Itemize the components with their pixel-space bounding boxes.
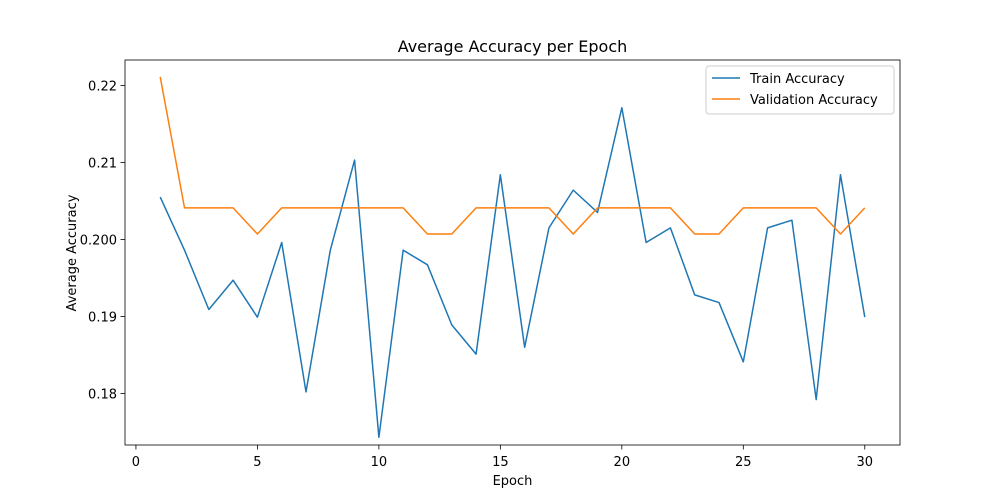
x-tick-label: 10 [371, 455, 388, 470]
y-tick-label: 0.200 [80, 233, 117, 248]
x-tick-label: 15 [492, 455, 509, 470]
legend-label-1: Validation Accuracy [750, 93, 878, 108]
x-tick-label: 5 [253, 455, 261, 470]
plot-area [124, 59, 901, 446]
legend-box [705, 65, 895, 115]
legend-label-0: Train Accuracy [749, 72, 845, 87]
plot-frame [124, 59, 901, 446]
x-tick-label: 25 [735, 455, 752, 470]
chart-title: Average Accuracy per Epoch [398, 37, 628, 56]
y-tick-label: 0.19 [88, 310, 117, 325]
x-tick-label: 0 [132, 455, 140, 470]
x-axis-label: Epoch [493, 474, 533, 489]
x-axis: 0 5 10 15 20 25 30 [132, 445, 873, 470]
y-axis: 0.18 0.19 0.200 0.21 0.22 [80, 79, 125, 402]
y-tick-label: 0.18 [88, 387, 117, 402]
series-line-1 [159, 76, 866, 235]
series-line-0 [159, 106, 866, 439]
legend: Train Accuracy Validation Accuracy [705, 65, 895, 115]
y-tick-label: 0.21 [88, 156, 117, 171]
y-axis-label: Average Accuracy [65, 194, 80, 311]
y-tick-label: 0.22 [88, 79, 117, 94]
x-tick-label: 20 [614, 455, 631, 470]
x-tick-label: 30 [856, 455, 873, 470]
